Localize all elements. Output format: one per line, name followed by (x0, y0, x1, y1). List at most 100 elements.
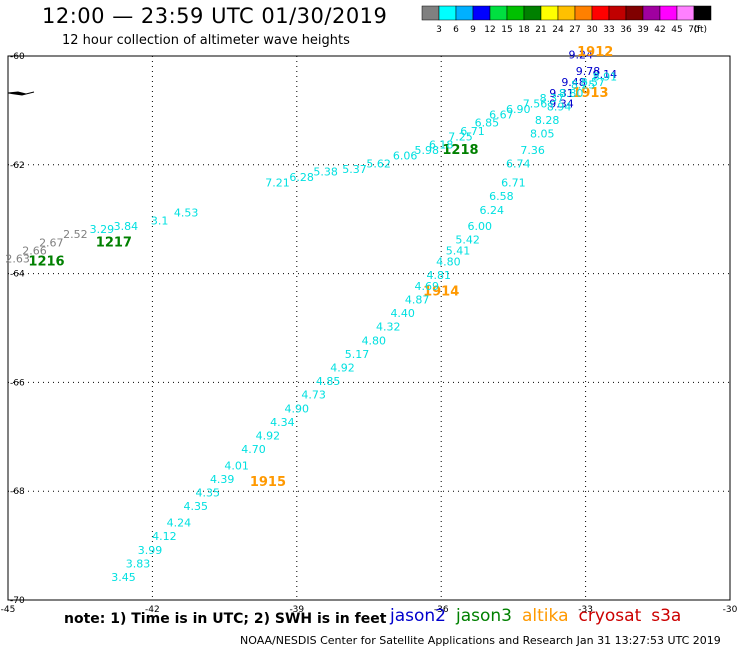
legend-item-jason2: jason2 (390, 606, 446, 626)
lat-tick-label: -66 (10, 378, 25, 388)
credit-text: NOAA/NESDIS Center for Satellite Applica… (240, 634, 721, 647)
colorbar-label: 18 (518, 25, 530, 35)
wave-height-value: 6.24 (479, 204, 504, 217)
lat-tick-label: -60 (10, 52, 25, 62)
colorbar-label: 6 (453, 25, 459, 35)
wave-height-value: 7.56 (523, 98, 548, 111)
wave-height-value: 4.85 (316, 375, 341, 388)
wave-height-value: 3.45 (111, 571, 136, 584)
wave-height-value: 6.58 (489, 190, 514, 203)
colorbar-label: 24 (552, 25, 564, 35)
wave-height-value: 8.25 (571, 79, 596, 92)
colorbar-label: 21 (535, 25, 546, 35)
wave-height-value: 4.92 (330, 362, 355, 375)
lon-tick-label: -42 (145, 605, 160, 615)
pass-time-label: 1216 (28, 254, 64, 269)
wave-height-value: 5.17 (345, 348, 370, 361)
pass-time-label: 1915 (250, 475, 286, 490)
colorbar-label: 30 (586, 25, 598, 35)
wave-height-value: 9.48 (561, 76, 586, 89)
wave-height-value: 4.35 (196, 487, 221, 500)
lon-tick-label: -30 (723, 605, 738, 615)
colorbar-label: 45 (671, 25, 682, 35)
legend-item-altika: altika (522, 606, 569, 626)
wave-height-value: 4.81 (427, 269, 452, 282)
wave-height-value: 8.05 (530, 128, 555, 141)
lat-tick-label: -70 (10, 596, 25, 606)
legend-item-cryosat: cryosat (578, 606, 642, 626)
wave-height-value: 9.24 (569, 49, 594, 62)
wave-height-value: 4.12 (152, 530, 177, 543)
chart-title: 12:00 — 23:59 UTC 01/30/2019 (42, 4, 388, 28)
chart-subtitle: 12 hour collection of altimeter wave hei… (62, 33, 350, 48)
pass-time-label: 1913 (572, 86, 608, 101)
wave-height-value: 8.28 (535, 114, 560, 127)
wave-height-value: 4.35 (183, 500, 208, 513)
colorbar-label: 42 (654, 25, 665, 35)
colorbar-unit: (ft) (693, 25, 707, 35)
wave-height-value: 7.25 (448, 130, 473, 143)
satellite-legend: jason2 jason3 altika cryosat s3a (390, 606, 691, 626)
colorbar-label: 3 (436, 25, 442, 35)
pass-time-label: 1218 (442, 143, 478, 158)
wave-height-value: 7.21 (265, 177, 290, 190)
wave-height-value: 4.32 (376, 321, 401, 334)
plot-frame (7, 55, 731, 601)
wave-height-value: 4.90 (285, 402, 310, 415)
wave-height-value: 7.36 (520, 144, 545, 157)
pass-time-label: 1914 (423, 284, 459, 299)
wave-height-value: 5.62 (366, 158, 391, 171)
wave-height-value: 9.14 (593, 68, 618, 81)
pass-time-label: 1912 (577, 45, 613, 60)
wave-height-value: 6.71 (460, 125, 485, 138)
wave-height-value: 6.85 (475, 117, 500, 130)
wave-height-value: 9.78 (576, 65, 601, 78)
wave-height-value: 4.80 (362, 334, 387, 347)
wave-height-value: 4.40 (390, 307, 415, 320)
pass-time-label: 1217 (96, 235, 132, 250)
wave-height-value: 3.1 (151, 215, 169, 228)
wave-height-value: 9.34 (549, 98, 574, 111)
wave-height-value: 2.67 (39, 236, 64, 249)
wave-height-value: 2.66 (22, 245, 47, 258)
wave-height-value: 4.24 (167, 517, 192, 530)
colorbar: 3 6 9 12 15 18 21 24 27 30 33 36 39 42 45 70(ft) (421, 5, 712, 35)
wave-height-value: 4.92 (256, 430, 281, 443)
wave-height-value: 9.31 (549, 87, 574, 100)
wave-height-value: 6.74 (506, 158, 531, 171)
wave-height-value: 8.37 (540, 92, 565, 105)
lon-tick-label: -36 (434, 605, 449, 615)
lat-tick-label: -62 (10, 161, 25, 171)
wave-height-value: 6.06 (393, 149, 418, 162)
colorbar-label: 39 (637, 25, 649, 35)
colorbar-label: 36 (620, 25, 632, 35)
wave-height-value: 3.29 (90, 223, 115, 236)
lat-tick-label: -68 (10, 487, 25, 497)
wave-height-value: 6.28 (289, 171, 314, 184)
lon-tick-label: -33 (578, 605, 593, 615)
colorbar-label: 70 (688, 25, 700, 35)
wave-height-value: 4.70 (241, 443, 266, 456)
wave-height-value: 4.39 (210, 473, 235, 486)
wave-height-value: 4.69 (415, 280, 440, 293)
colorbar-label: 9 (470, 25, 476, 35)
colorbar-label: 15 (501, 25, 512, 35)
wave-height-value: 6.71 (501, 177, 526, 190)
wave-height-value: 2.63 (5, 253, 30, 266)
colorbar-label: 12 (484, 25, 495, 35)
note-text: note: 1) Time is in UTC; 2) SWH is in fe… (64, 611, 387, 627)
island-coastline (7, 91, 35, 96)
wave-height-value: 3.84 (114, 220, 139, 233)
wave-height-value: 4.80 (436, 255, 461, 268)
wave-height-value: 6.67 (489, 109, 514, 122)
colorbar-swatch (693, 5, 712, 21)
wave-height-value: 8.57 (581, 76, 606, 89)
colorbar-label: 27 (569, 25, 580, 35)
wave-height-value: 3.83 (126, 557, 151, 570)
wave-height-value: 6.00 (467, 220, 492, 233)
wave-height-value: 4.87 (405, 294, 430, 307)
wave-height-value: 4.53 (174, 206, 199, 219)
wave-height-value: 6.18 (429, 138, 454, 151)
wave-height-value: 4.73 (301, 389, 326, 402)
